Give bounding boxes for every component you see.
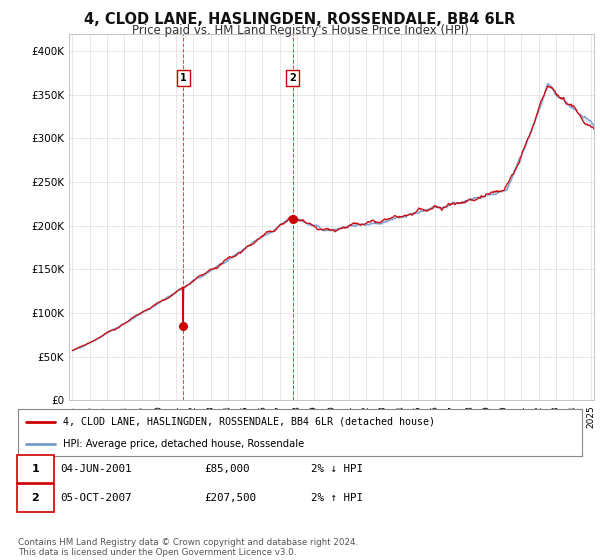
Text: 2: 2 (31, 493, 39, 503)
FancyBboxPatch shape (17, 455, 53, 483)
Text: 04-JUN-2001: 04-JUN-2001 (60, 464, 132, 474)
Text: 4, CLOD LANE, HASLINGDEN, ROSSENDALE, BB4 6LR: 4, CLOD LANE, HASLINGDEN, ROSSENDALE, BB… (85, 12, 515, 27)
FancyBboxPatch shape (17, 484, 53, 512)
Text: 1: 1 (31, 464, 39, 474)
Text: 1: 1 (180, 73, 187, 83)
Text: 2% ↑ HPI: 2% ↑ HPI (311, 493, 363, 503)
Text: 2: 2 (289, 73, 296, 83)
Text: 2% ↓ HPI: 2% ↓ HPI (311, 464, 363, 474)
Text: 05-OCT-2007: 05-OCT-2007 (60, 493, 132, 503)
Text: £85,000: £85,000 (204, 464, 250, 474)
Text: Contains HM Land Registry data © Crown copyright and database right 2024.
This d: Contains HM Land Registry data © Crown c… (18, 538, 358, 557)
Text: 4, CLOD LANE, HASLINGDEN, ROSSENDALE, BB4 6LR (detached house): 4, CLOD LANE, HASLINGDEN, ROSSENDALE, BB… (63, 417, 435, 427)
Text: £207,500: £207,500 (204, 493, 256, 503)
Text: HPI: Average price, detached house, Rossendale: HPI: Average price, detached house, Ross… (63, 438, 304, 449)
Text: Price paid vs. HM Land Registry's House Price Index (HPI): Price paid vs. HM Land Registry's House … (131, 24, 469, 36)
